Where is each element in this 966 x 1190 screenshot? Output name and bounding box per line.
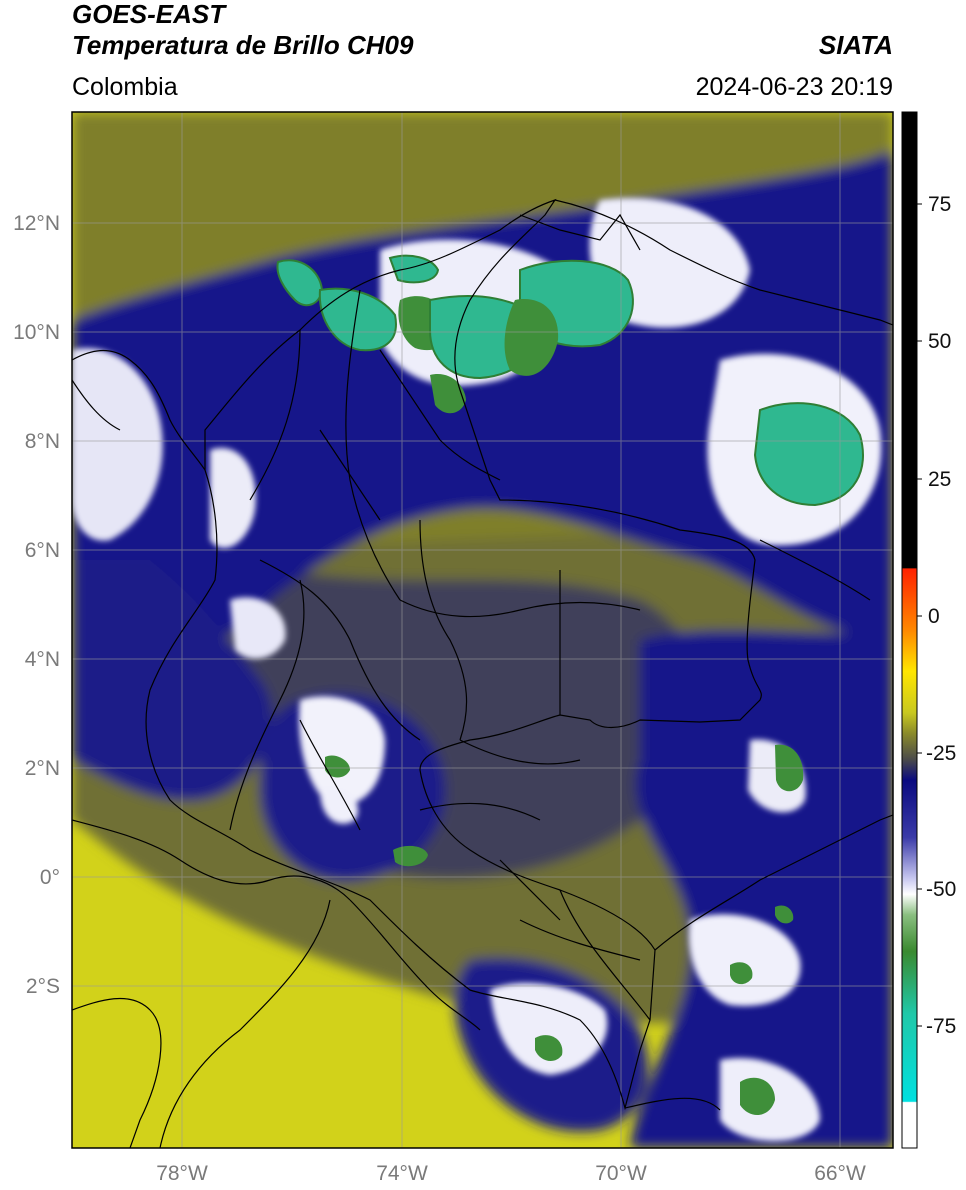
lat-label-12n: 12°N — [13, 212, 60, 235]
datetime-label: 2024-06-23 20:19 — [695, 73, 893, 101]
colorbar-tick-0: 0 — [928, 605, 940, 628]
colorbar-tick-25: 25 — [928, 468, 951, 491]
graticule — [72, 112, 893, 1148]
cold-cloud-cores — [276, 254, 864, 1116]
colorbar-tick-50: 50 — [928, 330, 951, 353]
lat-label-6n: 6°N — [25, 539, 60, 562]
colorbar-gradient — [902, 112, 917, 1148]
lat-label-8n: 8°N — [25, 430, 60, 453]
lon-label-70w: 70°W — [595, 1162, 647, 1185]
map-frame — [71, 111, 894, 1149]
lon-label-78w: 78°W — [156, 1162, 208, 1185]
colorbar-frame — [901, 111, 918, 1149]
colorbar-tick-m25: -25 — [926, 742, 956, 765]
lat-label-10n: 10°N — [13, 321, 60, 344]
lat-label-2s: 2°S — [26, 975, 60, 998]
region-label: Colombia — [72, 73, 178, 101]
colorbar-tick-m75: -75 — [926, 1015, 956, 1038]
country-borders — [72, 198, 893, 1148]
colorbar-tick-75: 75 — [928, 193, 951, 216]
lat-label-2n: 2°N — [25, 757, 60, 780]
satellite-title: GOES-EAST — [72, 0, 226, 29]
satellite-imagery — [72, 112, 893, 1148]
colorbar-tick-m50: -50 — [926, 878, 956, 901]
lat-label-4n: 4°N — [25, 648, 60, 671]
longitude-axis: 78°W 74°W 70°W 66°W — [156, 1162, 866, 1185]
lon-label-66w: 66°W — [814, 1162, 866, 1185]
latitude-axis: 12°N 10°N 8°N 6°N 4°N 2°N 0° 2°S — [13, 212, 60, 998]
brand-label: SIATA — [818, 30, 893, 60]
lat-label-0: 0° — [40, 866, 60, 889]
colorbar: 75 50 25 0 -25 -50 -75 — [901, 111, 956, 1149]
product-title: Temperatura de Brillo CH09 — [72, 30, 414, 60]
lon-label-74w: 74°W — [376, 1162, 428, 1185]
